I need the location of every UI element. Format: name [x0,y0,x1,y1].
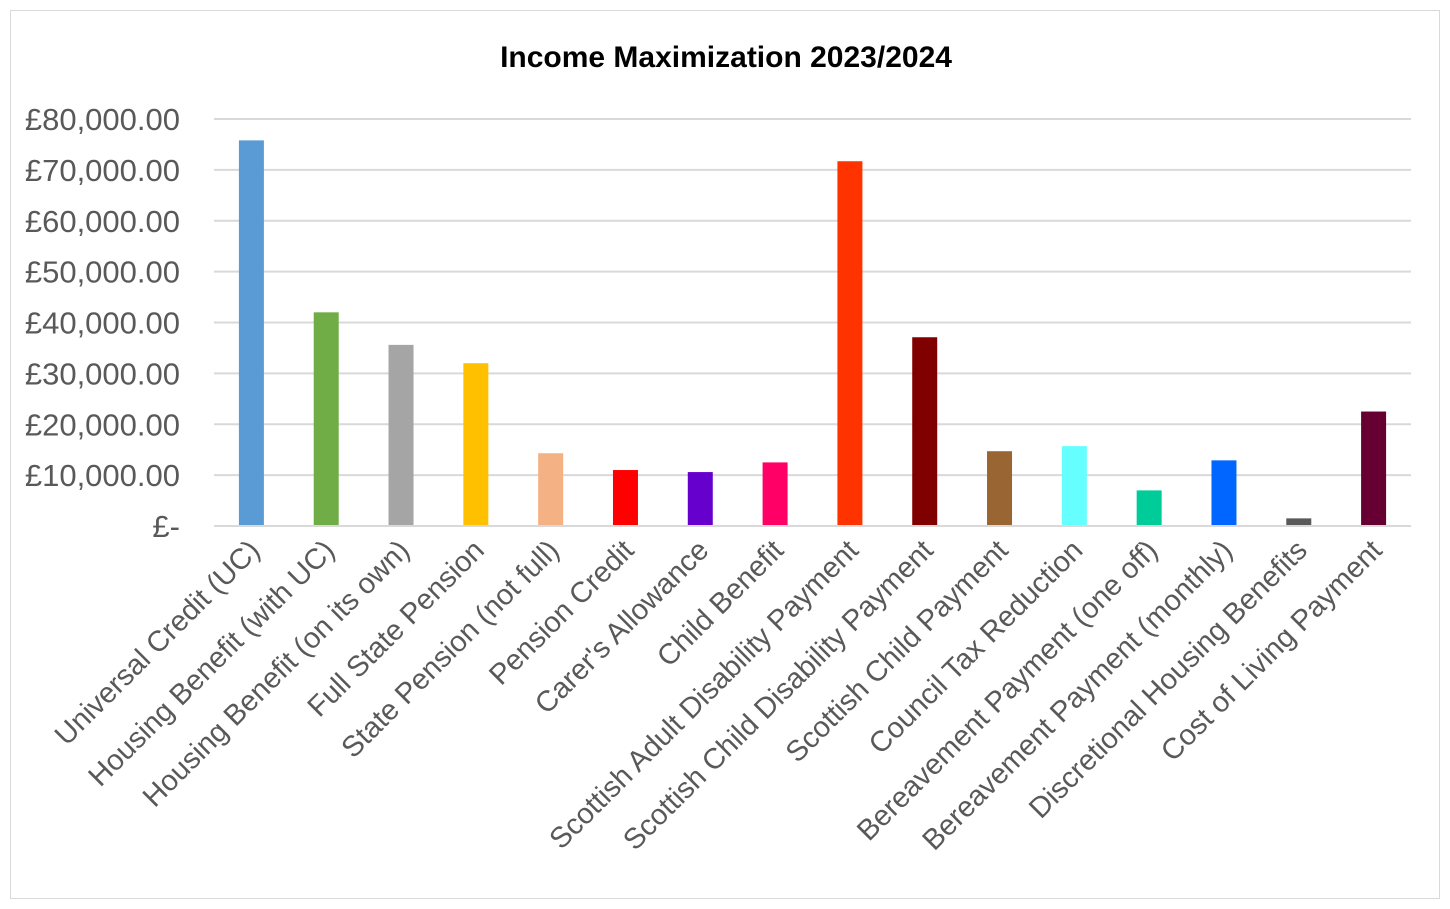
bar [987,451,1013,526]
bar [762,462,788,526]
chart-frame: Income Maximization 2023/2024 £- £10,000.… [10,10,1440,899]
x-axis-ticks: Universal Credit (UC)Housing Benefit (wi… [49,534,1389,856]
chart-title: Income Maximization 2023/2024 [500,41,952,74]
bars [238,140,1387,526]
bar [388,344,414,526]
bar [1211,460,1237,526]
bar [1361,411,1387,526]
y-tick-label: £30,000.00 [25,356,180,391]
bar [837,161,863,526]
bar [912,337,938,526]
bar [1136,490,1162,526]
y-tick-label: £20,000.00 [25,407,180,442]
y-tick-label: £10,000.00 [25,458,180,493]
y-tick-label: £50,000.00 [25,255,180,290]
bar [313,312,339,526]
y-axis-ticks: £- £10,000.00 £20,000.00 £30,000.00 £40,000.… [25,102,180,544]
bar-chart: Income Maximization 2023/2024 £- £10,000.… [25,41,1411,857]
y-tick-label: £60,000.00 [25,204,180,239]
bar [538,453,564,526]
bar [463,363,489,526]
y-tick-label: £40,000.00 [25,306,180,341]
y-tick-label: £70,000.00 [25,153,180,188]
bar [612,470,638,526]
bar [1061,446,1087,526]
y-tick-label: £- [152,509,180,544]
bar [238,140,264,526]
y-tick-label: £80,000.00 [25,102,180,137]
bar [1286,518,1312,526]
bar [687,472,713,526]
